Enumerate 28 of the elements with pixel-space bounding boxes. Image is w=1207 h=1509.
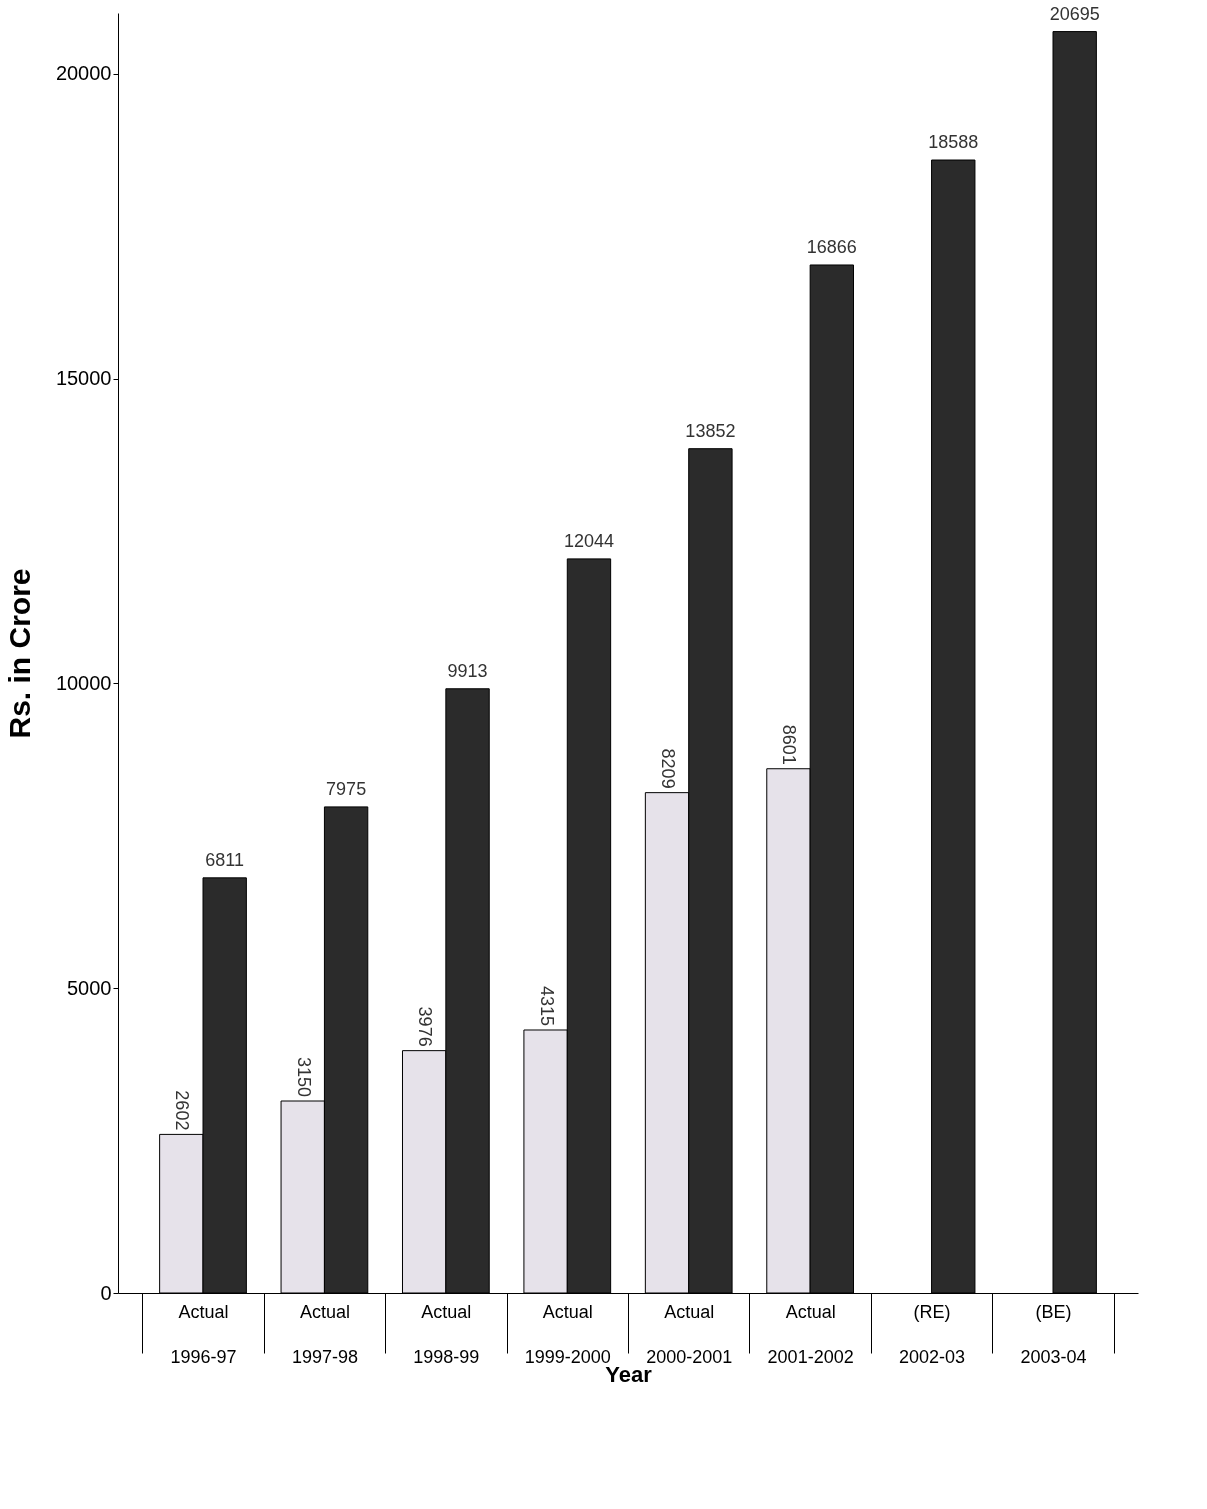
data-label: 3150 (293, 1056, 314, 1097)
data-label: 6811 (205, 849, 245, 870)
data-label: 12044 (563, 530, 614, 551)
y-tick-label: 10000 (55, 671, 112, 694)
data-label: 7975 (326, 778, 367, 799)
data-label: 13852 (685, 420, 736, 441)
category-label: Actual 2000-2001 (646, 1301, 733, 1367)
y-tick-label: 20000 (55, 62, 112, 85)
category-label: Actual 1996-97 (170, 1301, 237, 1367)
category-label: Actual 1998-99 (413, 1301, 480, 1367)
category-label: (RE) 2002-03 (899, 1301, 966, 1367)
data-label: 4315 (536, 985, 557, 1026)
y-axis-title: Rs. in Crore (2, 568, 36, 739)
y-tick-label: 5000 (67, 976, 112, 999)
category-label: Actual 1999-2000 (524, 1301, 611, 1367)
data-label: 2602 (172, 1090, 193, 1131)
data-label: 18588 (928, 132, 979, 153)
data-label: 8209 (658, 748, 679, 789)
data-label: 16866 (806, 236, 857, 257)
y-tick-label: 15000 (55, 367, 112, 390)
y-tick-label: 0 (100, 1281, 112, 1304)
data-label: 20695 (1049, 3, 1100, 24)
category-label: Actual 1997-98 (291, 1301, 358, 1367)
category-label: Actual 2001-2002 (767, 1301, 854, 1367)
category-label: (BE) 2003-04 (1020, 1301, 1087, 1367)
data-label: 9913 (447, 660, 488, 681)
data-label: 8601 (779, 724, 800, 765)
data-label: 3976 (415, 1006, 436, 1047)
